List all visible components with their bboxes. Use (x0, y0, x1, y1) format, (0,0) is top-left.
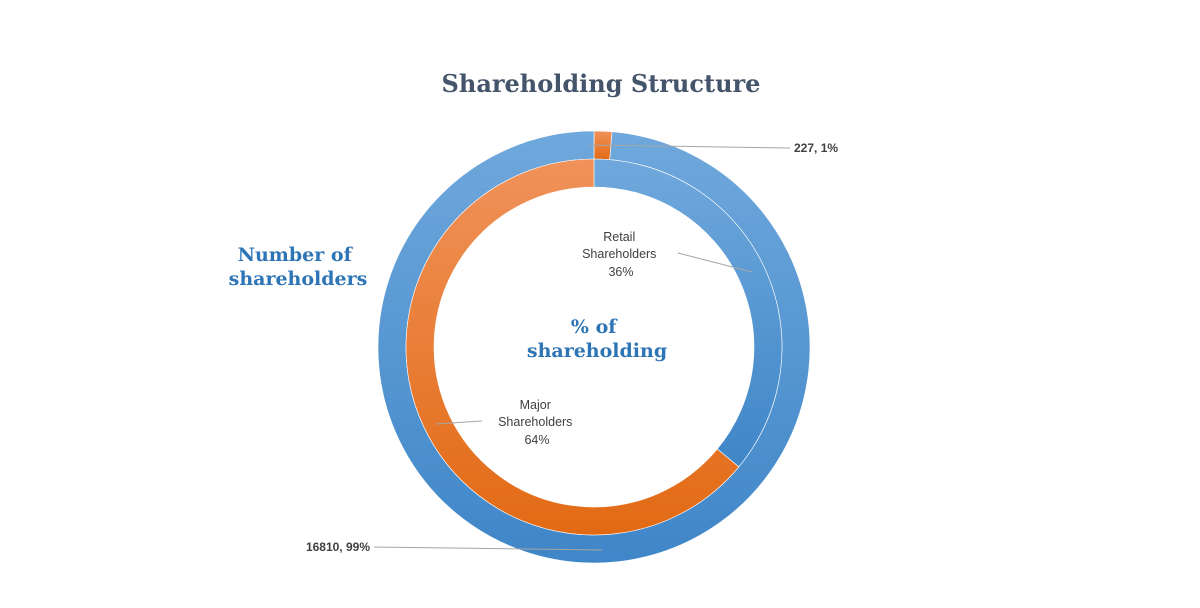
major-label-line-3: 64% (524, 433, 549, 447)
inner-ring (405, 158, 783, 536)
leader-line-major (435, 420, 483, 425)
outer-ring-label-line-2: shareholders (229, 268, 368, 290)
leader-line-retail (677, 252, 753, 273)
inner-ring-label-line-2: shareholding (527, 340, 667, 362)
outer-ring-label-line-1: Number of (238, 244, 354, 266)
leader-line-large-slice (373, 546, 603, 551)
retail-label-line-2: Shareholders (582, 247, 656, 261)
chart-title: Shareholding Structure (442, 69, 761, 98)
outer-ring-label: Number of shareholders (229, 244, 368, 290)
leader-lines (373, 144, 791, 551)
major-label-line-2: Shareholders (498, 415, 572, 429)
outer-slice-small-label: 227, 1% (794, 141, 838, 155)
major-shareholders-label: Major Shareholders 64% (498, 398, 576, 447)
major-label-line-1: Major (520, 398, 551, 412)
retail-shareholders-label: Retail Shareholders 36% (582, 230, 660, 279)
inner-ring-label: % of shareholding (527, 316, 667, 362)
retail-label-line-3: 36% (608, 265, 633, 279)
inner-ring-label-line-1: % of (571, 316, 618, 338)
retail-label-line-1: Retail (603, 230, 635, 244)
outer-slice-large-label: 16810, 99% (306, 540, 370, 554)
inner-ring-slice-1 (405, 158, 740, 536)
leader-line-small-slice (589, 144, 791, 149)
